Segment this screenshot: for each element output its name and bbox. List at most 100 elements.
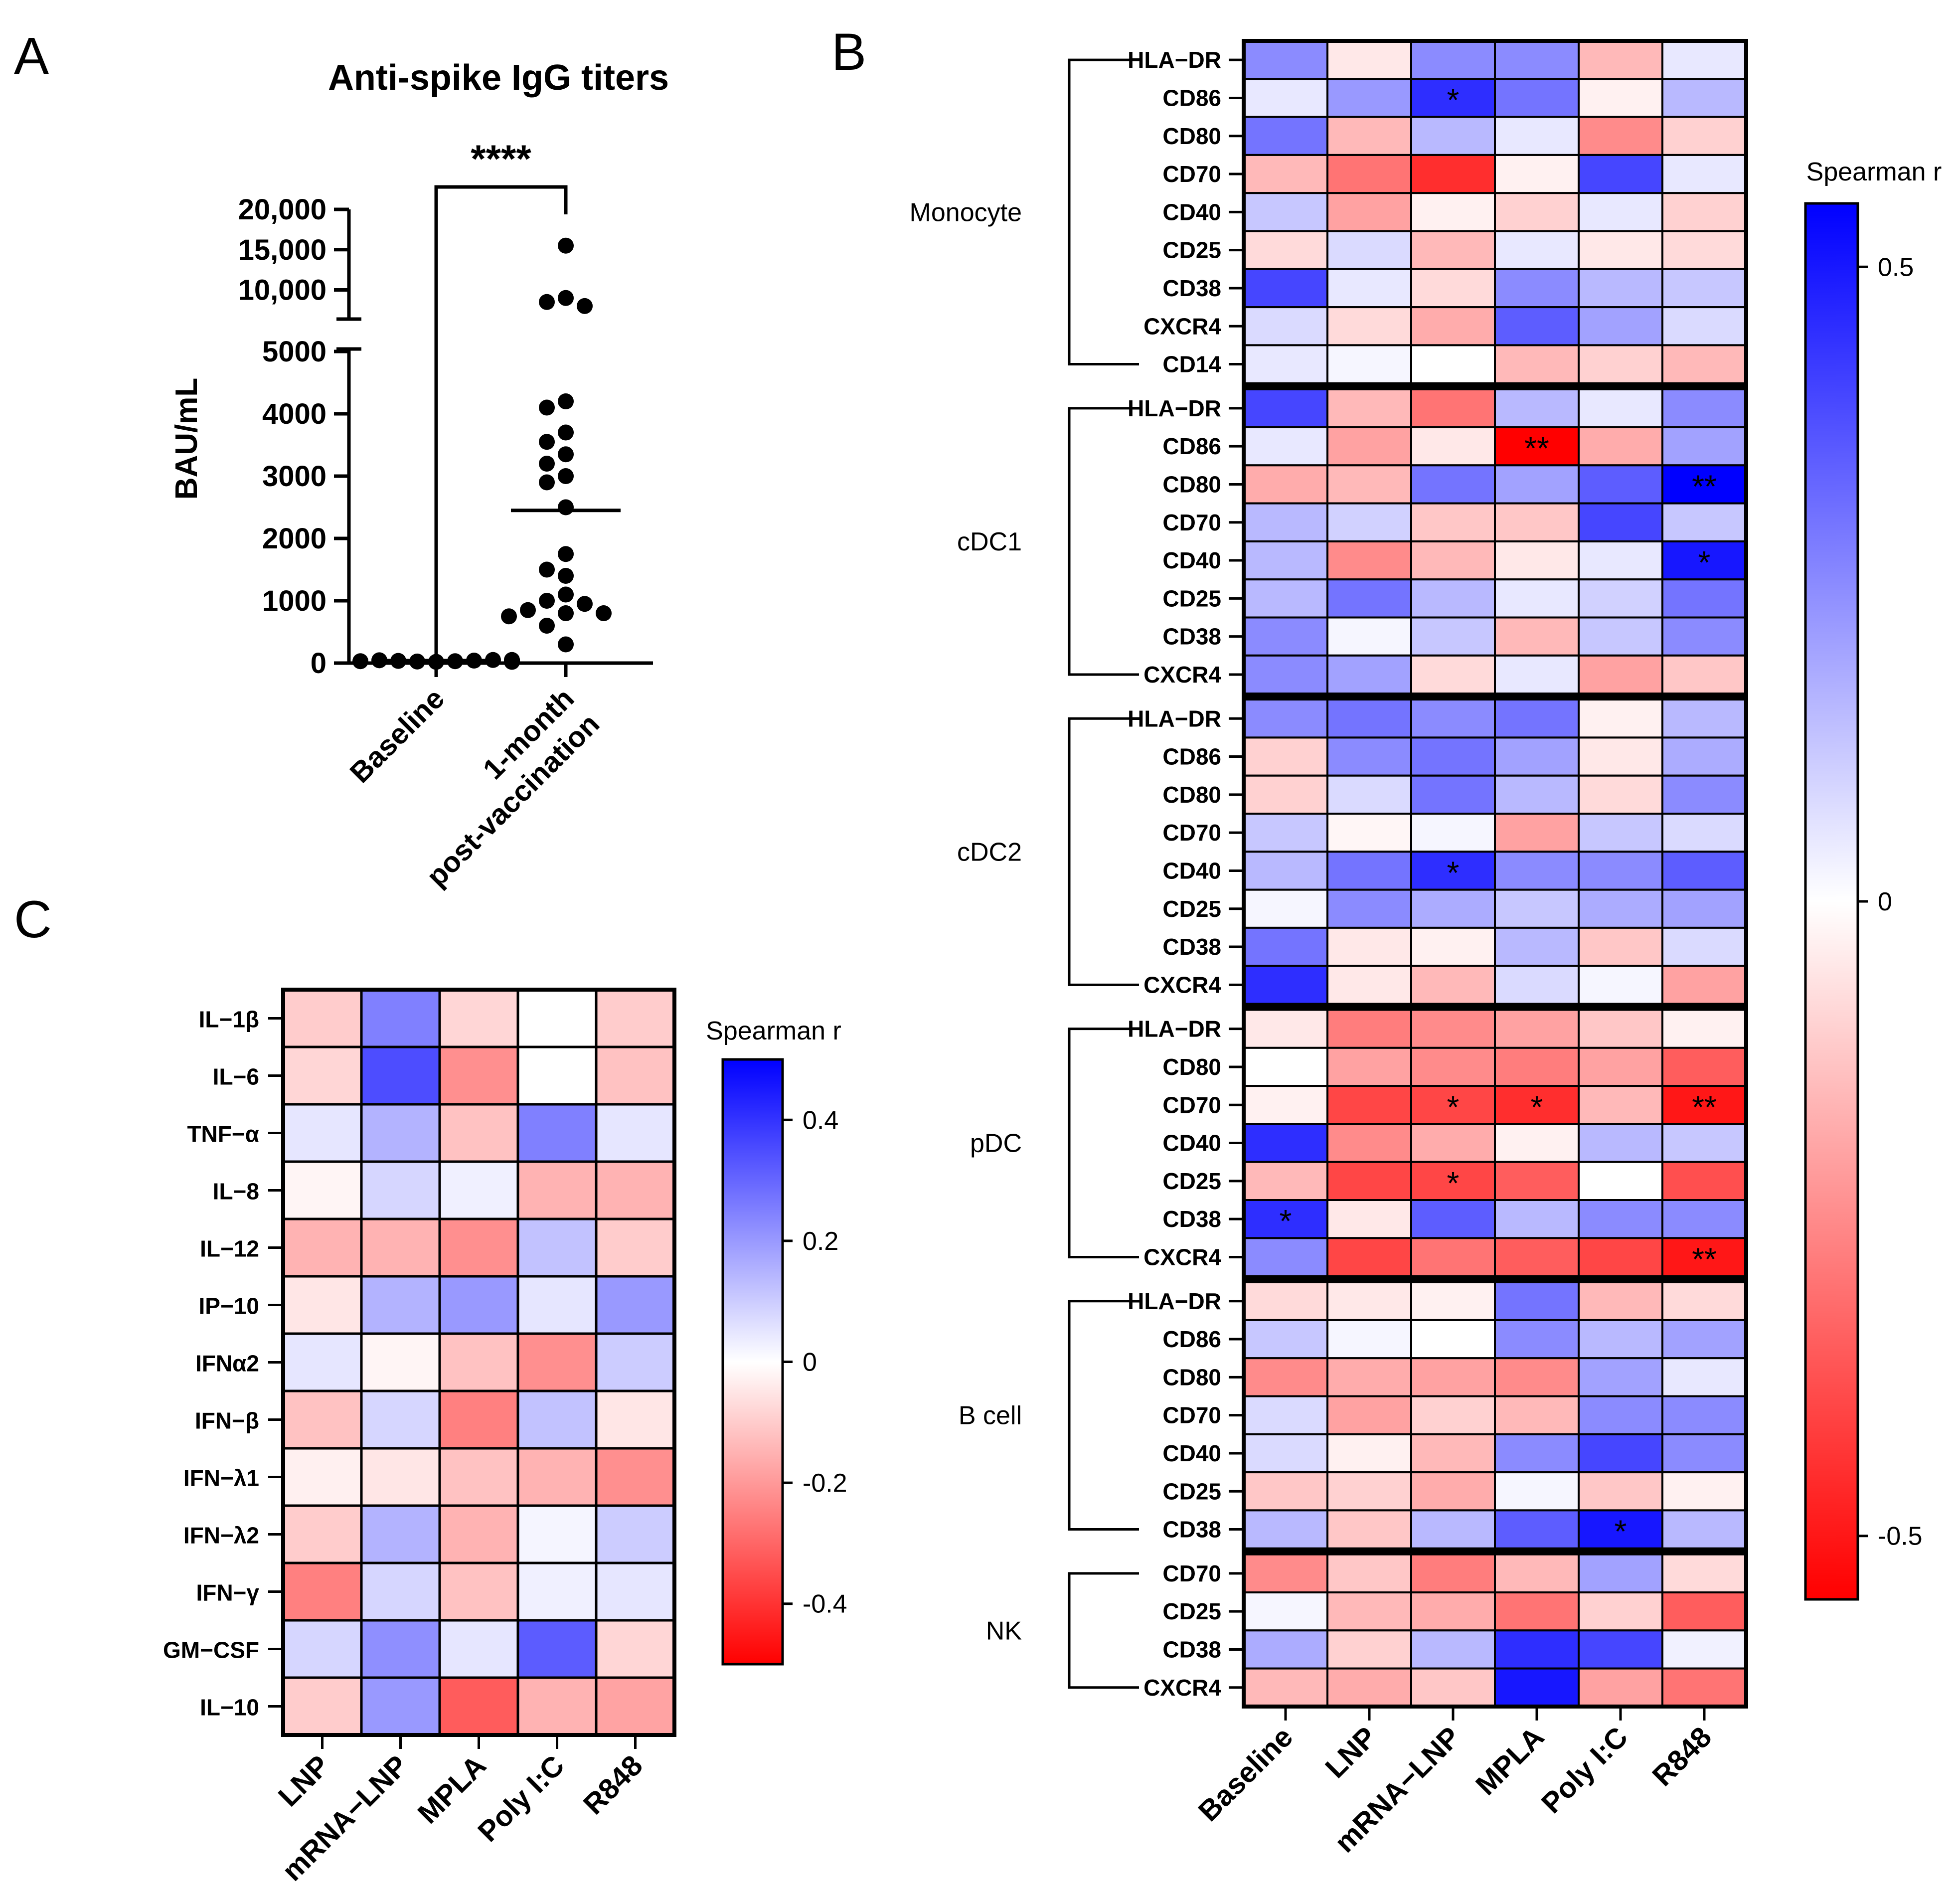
heatmap-cell (1410, 464, 1496, 505)
heatmap-cell (1410, 965, 1496, 1005)
heatmap-cell (1494, 230, 1580, 270)
data-point (501, 608, 517, 625)
row-label: HLA−DR (1128, 1016, 1221, 1042)
row-label: CD80 (1162, 1054, 1221, 1080)
data-point (539, 618, 555, 634)
heatmap-cell (1578, 1281, 1663, 1321)
heatmap-cell (1243, 268, 1328, 309)
heatmap-cell (438, 1160, 519, 1220)
heatmap-cell (1661, 774, 1747, 815)
heatmap-cell (595, 1676, 676, 1736)
heatmap-cell (1661, 1433, 1747, 1474)
heatmap-cell (1661, 344, 1747, 384)
data-point (352, 653, 368, 670)
row-label: CD38 (1162, 1517, 1221, 1543)
data-point (558, 237, 574, 254)
heatmap-cell (1243, 388, 1328, 429)
panel-c-cells (281, 988, 676, 1737)
row-label: CD25 (1162, 585, 1221, 611)
heatmap-cell (1494, 578, 1580, 619)
heatmap-cell (360, 1160, 441, 1220)
row-label: CXCR4 (1143, 662, 1221, 688)
colorbar-title: Spearman r (1806, 158, 1942, 186)
heatmap-cell (516, 1332, 598, 1392)
heatmap-cell (1578, 1319, 1663, 1360)
heatmap-cell (438, 1332, 519, 1392)
row-label: CD40 (1162, 547, 1221, 573)
heatmap-cell (1494, 1123, 1580, 1163)
panel-a-points (352, 237, 621, 670)
heatmap-cell (1243, 1395, 1328, 1435)
heatmap-cell (1578, 888, 1663, 929)
heatmap-cell (1410, 851, 1496, 891)
heatmap-cell (1243, 813, 1328, 853)
heatmap-cell (1578, 965, 1663, 1005)
heatmap-cell (1326, 736, 1412, 777)
heatmap-cell (1661, 1237, 1747, 1277)
heatmap-cell (282, 1332, 363, 1392)
heatmap-cell (1243, 654, 1328, 695)
heatmap-cell (1326, 40, 1412, 80)
heatmap-cell (1326, 502, 1412, 542)
heatmap-cell (1578, 1667, 1663, 1708)
data-point (539, 434, 555, 450)
significance-star: * (1447, 1089, 1460, 1125)
group-bracket (1068, 1572, 1139, 1689)
heatmap-cell (1410, 654, 1496, 695)
heatmap-cell (1578, 654, 1663, 695)
significance-star: ** (1692, 468, 1717, 504)
data-point (539, 294, 555, 310)
heatmap-cell (1661, 230, 1747, 270)
data-point (539, 593, 555, 609)
heatmap-cell (1578, 1629, 1663, 1670)
heatmap-cell (516, 1447, 598, 1507)
heatmap-cell (1578, 1553, 1663, 1593)
heatmap-cell (1578, 1395, 1663, 1435)
heatmap-cell (438, 1275, 519, 1335)
heatmap-cell (1410, 388, 1496, 429)
heatmap-cell (595, 1447, 676, 1507)
significance-bracket (434, 185, 568, 655)
heatmap-cell (1326, 1319, 1412, 1360)
data-point (558, 424, 574, 441)
heatmap-cell (438, 1504, 519, 1564)
heatmap-cell (1326, 926, 1412, 967)
heatmap-cell (1410, 1281, 1496, 1321)
heatmap-cell (1494, 698, 1580, 739)
panel-label-a: A (14, 27, 49, 85)
row-label: CD38 (1162, 934, 1221, 960)
row-label: IL−10 (200, 1695, 259, 1721)
column-label: Baseline (1192, 1721, 1300, 1828)
heatmap-cell (1494, 1281, 1580, 1321)
row-label: HLA−DR (1128, 705, 1221, 731)
heatmap-cell (360, 1561, 441, 1622)
data-point (520, 602, 536, 618)
heatmap-cell (1661, 78, 1747, 118)
heatmap-cell (1243, 888, 1328, 929)
heatmap-cell (1578, 926, 1663, 967)
row-label: CD70 (1162, 1402, 1221, 1428)
heatmap-cell (1494, 1237, 1580, 1277)
row-label: CD80 (1162, 782, 1221, 808)
panel-a-axes (336, 185, 653, 677)
heatmap-cell (1494, 116, 1580, 156)
heatmap-cell (1410, 1123, 1496, 1163)
heatmap-cell (1410, 813, 1496, 853)
heatmap-cell (1326, 1509, 1412, 1550)
data-point (558, 586, 574, 603)
heatmap-cell (1661, 540, 1747, 581)
heatmap-cell (516, 1045, 598, 1106)
heatmap-cell (438, 1045, 519, 1106)
heatmap-cell (1243, 230, 1328, 270)
row-label: IFN−λ2 (183, 1523, 259, 1549)
heatmap-cell (282, 988, 363, 1048)
heatmap-cell (1578, 388, 1663, 429)
heatmap-cell (1326, 1046, 1412, 1087)
heatmap-cell (1326, 1553, 1412, 1593)
heatmap-cell (1410, 616, 1496, 657)
significance-star: * (1531, 1089, 1543, 1125)
heatmap-cell (1661, 1161, 1747, 1201)
heatmap-cell (1661, 1509, 1747, 1550)
heatmap-cell (360, 1676, 441, 1736)
